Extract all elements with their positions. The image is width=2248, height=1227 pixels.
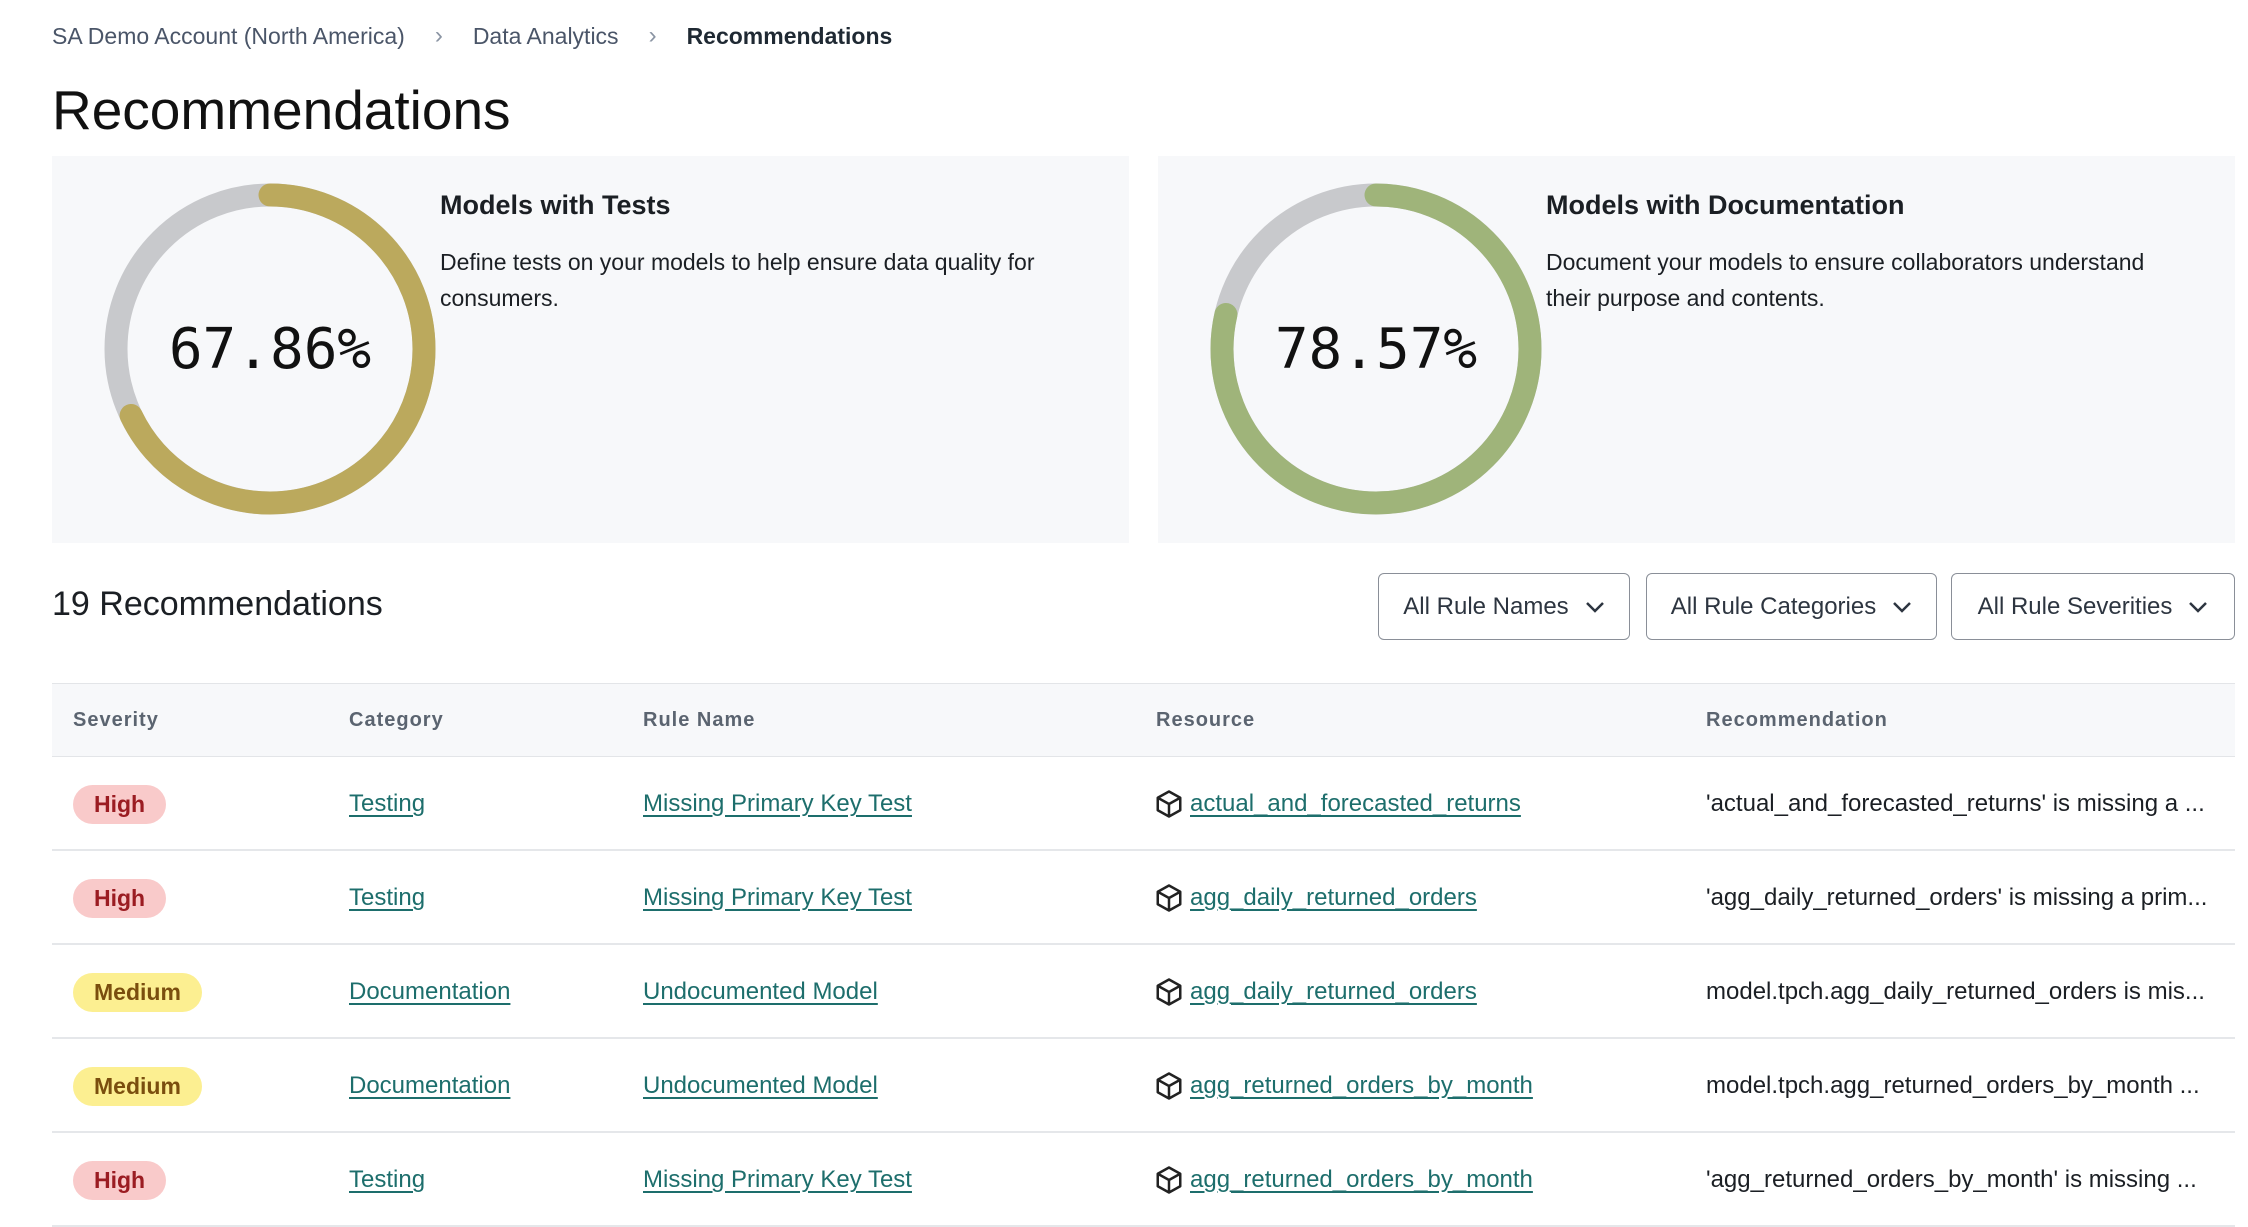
recommendation-text: model.tpch.agg_daily_returned_orders is …: [1706, 978, 2205, 1005]
ring-progress-arc: [1210, 183, 1542, 515]
model-cube-icon: [1156, 1166, 1182, 1194]
recommendations-count: 19 Recommendations: [52, 585, 383, 623]
chevron-down-icon: [2189, 601, 2208, 613]
resource-link[interactable]: agg_returned_orders_by_month: [1190, 1072, 1533, 1099]
card-title: Models with Tests: [440, 190, 671, 220]
rule-severities-filter[interactable]: All Rule Severities: [1951, 573, 2235, 640]
model-cube-icon: [1156, 884, 1182, 912]
severity-badge: Medium: [73, 972, 202, 1012]
models-with-tests-card: 67.86% Models with Tests Define tests on…: [52, 156, 1129, 543]
rule-categories-filter[interactable]: All Rule Categories: [1646, 573, 1937, 640]
filter-label: All Rule Names: [1403, 592, 1569, 620]
resource-link[interactable]: agg_daily_returned_orders: [1190, 884, 1477, 911]
card-title: Models with Documentation: [1546, 190, 1905, 220]
documentation-coverage-ring: [1210, 183, 1542, 515]
recommendation-text: 'actual_and_forecasted_returns' is missi…: [1706, 790, 2205, 817]
rule-name-link[interactable]: Missing Primary Key Test: [643, 1166, 912, 1193]
category-link[interactable]: Testing: [349, 1166, 426, 1193]
header-category[interactable]: Category: [349, 709, 444, 731]
table-row[interactable]: High Testing Missing Primary Key Test ac…: [52, 757, 2235, 851]
chevron-down-icon: [1585, 601, 1604, 613]
rule-name-link[interactable]: Undocumented Model: [643, 1072, 878, 1099]
header-rule-name[interactable]: Rule Name: [643, 709, 756, 731]
severity-badge: High: [73, 784, 167, 824]
tests-percent: 67.86%: [168, 316, 372, 382]
table-row[interactable]: High Testing Missing Primary Key Test ag…: [52, 851, 2235, 945]
table-row[interactable]: High Testing Missing Primary Key Test ag…: [52, 1133, 2235, 1227]
recommendation-text: 'agg_returned_orders_by_month' is missin…: [1706, 1166, 2197, 1193]
breadcrumb: SA Demo Account (North America) › Data A…: [52, 22, 892, 50]
category-link[interactable]: Documentation: [349, 978, 511, 1005]
breadcrumb-current: Recommendations: [686, 22, 893, 49]
breadcrumb-account[interactable]: SA Demo Account (North America): [52, 22, 405, 49]
card-description: Define tests on your models to help ensu…: [440, 249, 1035, 311]
table-header: Severity Category Rule Name Resource Rec…: [52, 683, 2235, 757]
severity-badge: High: [73, 878, 167, 918]
category-link[interactable]: Documentation: [349, 1072, 511, 1099]
header-resource[interactable]: Resource: [1156, 709, 1256, 731]
filter-label: All Rule Categories: [1670, 592, 1877, 620]
documentation-percent: 78.57%: [1274, 316, 1478, 382]
table-row[interactable]: Medium Documentation Undocumented Model …: [52, 945, 2235, 1039]
severity-badge: High: [73, 1160, 167, 1200]
model-cube-icon: [1156, 978, 1182, 1006]
chevron-right-icon: ›: [648, 22, 657, 49]
rule-name-link[interactable]: Missing Primary Key Test: [643, 790, 912, 817]
ring-progress-arc: [104, 183, 436, 515]
model-cube-icon: [1156, 1072, 1182, 1100]
filter-label: All Rule Severities: [1977, 592, 2173, 620]
category-link[interactable]: Testing: [349, 884, 426, 911]
tests-coverage-ring: [104, 183, 436, 515]
category-link[interactable]: Testing: [349, 790, 426, 817]
header-recommendation[interactable]: Recommendation: [1706, 709, 1888, 731]
resource-link[interactable]: agg_returned_orders_by_month: [1190, 1166, 1533, 1193]
model-cube-icon: [1156, 790, 1182, 818]
chevron-right-icon: ›: [434, 22, 443, 49]
resource-link[interactable]: agg_daily_returned_orders: [1190, 978, 1477, 1005]
recommendation-text: model.tpch.agg_returned_orders_by_month …: [1706, 1072, 2200, 1099]
card-description: Document your models to ensure collabora…: [1546, 249, 2145, 311]
recommendation-text: 'agg_daily_returned_orders' is missing a…: [1706, 884, 2208, 911]
breadcrumb-project[interactable]: Data Analytics: [472, 22, 619, 49]
severity-badge: Medium: [73, 1066, 202, 1106]
rule-name-link[interactable]: Missing Primary Key Test: [643, 884, 912, 911]
header-severity[interactable]: Severity: [73, 709, 159, 731]
models-with-documentation-card: 78.57% Models with Documentation Documen…: [1158, 156, 2235, 543]
resource-link[interactable]: actual_and_forecasted_returns: [1190, 790, 1521, 817]
rule-name-link[interactable]: Undocumented Model: [643, 978, 878, 1005]
page-title: Recommendations: [52, 79, 511, 141]
rule-names-filter[interactable]: All Rule Names: [1378, 573, 1630, 640]
table-row[interactable]: Medium Documentation Undocumented Model …: [52, 1039, 2235, 1133]
chevron-down-icon: [1893, 601, 1912, 613]
